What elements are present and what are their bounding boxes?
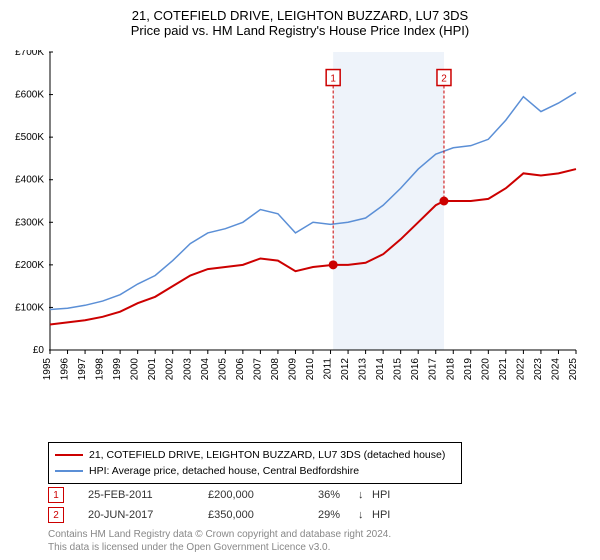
svg-text:1995: 1995 xyxy=(42,358,53,381)
legend-label: HPI: Average price, detached house, Cent… xyxy=(89,465,359,477)
svg-text:2011: 2011 xyxy=(323,358,334,380)
svg-text:1: 1 xyxy=(330,74,336,85)
annotation-marker: 1 xyxy=(48,487,64,503)
svg-text:2024: 2024 xyxy=(550,358,561,381)
chart-subtitle: Price paid vs. HM Land Registry's House … xyxy=(0,23,600,38)
footer-line: This data is licensed under the Open Gov… xyxy=(48,541,391,554)
svg-text:2021: 2021 xyxy=(498,358,509,381)
svg-text:2010: 2010 xyxy=(305,358,316,381)
svg-text:2015: 2015 xyxy=(393,358,404,381)
svg-text:£700K: £700K xyxy=(15,50,44,58)
title-block: 21, COTEFIELD DRIVE, LEIGHTON BUZZARD, L… xyxy=(0,0,600,38)
svg-text:2023: 2023 xyxy=(533,358,544,381)
legend-row: 21, COTEFIELD DRIVE, LEIGHTON BUZZARD, L… xyxy=(55,447,455,463)
svg-text:£0: £0 xyxy=(33,345,45,356)
svg-text:2020: 2020 xyxy=(480,358,491,381)
annotation-date: 25-FEB-2011 xyxy=(88,489,208,501)
svg-text:2009: 2009 xyxy=(287,358,298,381)
svg-text:2000: 2000 xyxy=(130,358,141,381)
annotation-marker: 2 xyxy=(48,507,64,523)
annotation-pct: 36% xyxy=(318,489,358,501)
legend-label: 21, COTEFIELD DRIVE, LEIGHTON BUZZARD, L… xyxy=(89,449,445,461)
svg-text:2006: 2006 xyxy=(235,358,246,381)
footer-line: Contains HM Land Registry data © Crown c… xyxy=(48,528,391,541)
svg-text:£200K: £200K xyxy=(15,260,44,271)
svg-text:2008: 2008 xyxy=(270,358,281,381)
annotation-table: 1 25-FEB-2011 £200,000 36% ↓ HPI 2 20-JU… xyxy=(48,485,390,525)
legend-swatch xyxy=(55,470,83,472)
svg-text:£300K: £300K xyxy=(15,217,44,228)
annotation-price: £200,000 xyxy=(208,489,318,501)
chart-title: 21, COTEFIELD DRIVE, LEIGHTON BUZZARD, L… xyxy=(0,8,600,23)
svg-text:£400K: £400K xyxy=(15,175,44,186)
annotation-price: £350,000 xyxy=(208,509,318,521)
svg-text:1997: 1997 xyxy=(77,358,88,381)
svg-text:2001: 2001 xyxy=(147,358,158,381)
legend: 21, COTEFIELD DRIVE, LEIGHTON BUZZARD, L… xyxy=(48,442,462,484)
chart-container: 21, COTEFIELD DRIVE, LEIGHTON BUZZARD, L… xyxy=(0,0,600,560)
svg-text:2014: 2014 xyxy=(375,358,386,381)
svg-text:2003: 2003 xyxy=(182,358,193,381)
svg-text:2005: 2005 xyxy=(217,358,228,381)
svg-text:2025: 2025 xyxy=(568,358,578,381)
svg-text:2013: 2013 xyxy=(358,358,369,381)
svg-text:£600K: £600K xyxy=(15,90,44,101)
svg-text:2022: 2022 xyxy=(515,358,526,381)
arrow-down-icon: ↓ xyxy=(358,509,372,521)
svg-text:2017: 2017 xyxy=(428,358,439,381)
annotation-suffix: HPI xyxy=(372,489,390,501)
svg-text:1999: 1999 xyxy=(112,358,123,381)
annotation-suffix: HPI xyxy=(372,509,390,521)
annotation-row: 2 20-JUN-2017 £350,000 29% ↓ HPI xyxy=(48,505,390,525)
legend-row: HPI: Average price, detached house, Cent… xyxy=(55,463,455,479)
svg-text:2007: 2007 xyxy=(252,358,263,381)
svg-text:2002: 2002 xyxy=(165,358,176,381)
svg-text:2004: 2004 xyxy=(200,358,211,381)
svg-text:£100K: £100K xyxy=(15,302,44,313)
svg-text:£500K: £500K xyxy=(15,132,44,143)
annotation-row: 1 25-FEB-2011 £200,000 36% ↓ HPI xyxy=(48,485,390,505)
footer: Contains HM Land Registry data © Crown c… xyxy=(48,528,391,554)
legend-swatch xyxy=(55,454,83,456)
arrow-down-icon: ↓ xyxy=(358,489,372,501)
annotation-pct: 29% xyxy=(318,509,358,521)
svg-text:1996: 1996 xyxy=(60,358,71,381)
svg-text:2019: 2019 xyxy=(463,358,474,381)
svg-text:1998: 1998 xyxy=(95,358,106,381)
svg-text:2016: 2016 xyxy=(410,358,421,381)
svg-text:2: 2 xyxy=(441,74,447,85)
svg-text:2012: 2012 xyxy=(340,358,351,381)
annotation-date: 20-JUN-2017 xyxy=(88,509,208,521)
line-chart: £0 £100K £200K £300K £400K £500K £600K £700K 199… xyxy=(4,50,578,390)
svg-text:2018: 2018 xyxy=(445,358,456,381)
